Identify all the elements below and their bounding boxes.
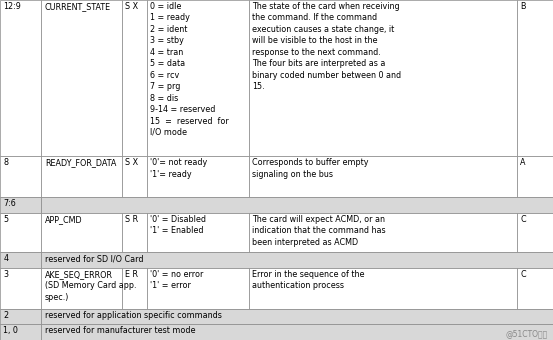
Text: E R: E R	[125, 270, 138, 279]
Text: C: C	[520, 215, 526, 224]
Bar	[122, 213, 147, 252]
Text: 2: 2	[3, 311, 8, 320]
Bar	[41, 324, 553, 340]
Bar	[0, 0, 41, 156]
Bar	[147, 213, 249, 252]
Text: C: C	[520, 270, 526, 279]
Bar	[41, 156, 122, 197]
Text: The state of the card when receiving
the command. If the command
execution cause: The state of the card when receiving the…	[252, 2, 401, 91]
Text: AKE_SEQ_ERROR
(SD Memory Card app.
spec.): AKE_SEQ_ERROR (SD Memory Card app. spec.…	[45, 270, 136, 302]
Bar	[517, 0, 553, 156]
Bar	[0, 268, 41, 309]
Bar	[122, 156, 147, 197]
Text: The card will expect ACMD, or an
indication that the command has
been interprete: The card will expect ACMD, or an indicat…	[252, 215, 386, 247]
Text: reserved for SD I/O Card: reserved for SD I/O Card	[45, 254, 143, 263]
Text: APP_CMD: APP_CMD	[45, 215, 82, 224]
Bar	[147, 0, 249, 156]
Bar	[147, 268, 249, 309]
Bar	[0, 213, 41, 252]
Text: A: A	[520, 158, 526, 167]
Text: 5: 5	[3, 215, 8, 224]
Text: '0' = no error
'1' = error: '0' = no error '1' = error	[150, 270, 204, 290]
Text: reserved for manufacturer test mode: reserved for manufacturer test mode	[45, 326, 195, 336]
Bar	[41, 268, 122, 309]
Bar	[517, 156, 553, 197]
Bar	[0, 252, 41, 268]
Bar	[122, 268, 147, 309]
Bar	[249, 0, 517, 156]
Bar	[41, 309, 553, 324]
Text: '0' = Disabled
'1' = Enabled: '0' = Disabled '1' = Enabled	[150, 215, 206, 236]
Text: 7:6: 7:6	[3, 199, 16, 208]
Bar	[41, 197, 553, 213]
Text: B: B	[520, 2, 526, 11]
Text: S X: S X	[125, 2, 138, 11]
Text: READY_FOR_DATA: READY_FOR_DATA	[45, 158, 116, 167]
Bar	[249, 156, 517, 197]
Text: reserved for application specific commands: reserved for application specific comman…	[45, 311, 222, 320]
Bar	[147, 156, 249, 197]
Text: S R: S R	[125, 215, 138, 224]
Text: 0 = idle
1 = ready
2 = ident
3 = stby
4 = tran
5 = data
6 = rcv
7 = prg
8 = dis
: 0 = idle 1 = ready 2 = ident 3 = stby 4 …	[150, 2, 228, 137]
Bar	[249, 268, 517, 309]
Text: S X: S X	[125, 158, 138, 167]
Bar	[0, 309, 41, 324]
Text: 4: 4	[3, 254, 8, 263]
Bar	[0, 156, 41, 197]
Bar	[41, 213, 122, 252]
Text: 12:9: 12:9	[3, 2, 21, 11]
Text: @51CTO博客: @51CTO博客	[505, 329, 547, 338]
Text: '0'= not ready
'1'= ready: '0'= not ready '1'= ready	[150, 158, 207, 179]
Bar	[0, 197, 41, 213]
Bar	[0, 324, 41, 340]
Text: 8: 8	[3, 158, 8, 167]
Text: CURRENT_STATE: CURRENT_STATE	[45, 2, 111, 11]
Text: 3: 3	[3, 270, 8, 279]
Bar	[249, 213, 517, 252]
Bar	[517, 213, 553, 252]
Text: 1, 0: 1, 0	[3, 326, 18, 336]
Bar	[41, 0, 122, 156]
Text: Error in the sequence of the
authentication process: Error in the sequence of the authenticat…	[252, 270, 364, 290]
Bar	[41, 252, 553, 268]
Bar	[122, 0, 147, 156]
Bar	[517, 268, 553, 309]
Text: Corresponds to buffer empty
signaling on the bus: Corresponds to buffer empty signaling on…	[252, 158, 369, 179]
